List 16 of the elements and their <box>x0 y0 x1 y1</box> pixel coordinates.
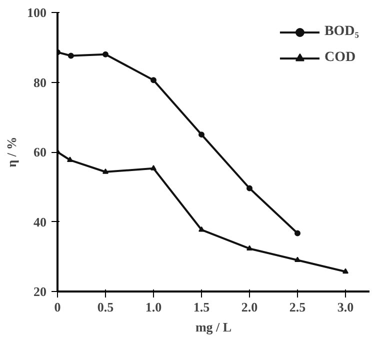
y-tick-label: 20 <box>34 284 46 299</box>
y-tick-label: 100 <box>27 5 46 20</box>
x-tick-label: 2.0 <box>241 300 258 314</box>
legend-label: BOD₅ <box>324 24 359 40</box>
y-tick-label: 60 <box>34 144 46 160</box>
x-tick-label: 0 <box>54 300 61 314</box>
x-tick-label: 1.5 <box>193 300 210 314</box>
x-tick-label: 1.0 <box>145 300 162 314</box>
x-tick-label: 0.5 <box>97 300 114 314</box>
x-tick-label: 3.0 <box>337 300 354 314</box>
x-tick-label: 2.5 <box>289 300 306 314</box>
legend-label: COD <box>324 50 356 66</box>
y-tick-label: 80 <box>34 74 46 90</box>
x-axis-title: mg / L <box>195 320 232 334</box>
y-axis-title: η / % <box>4 136 19 168</box>
y-tick-label: 40 <box>34 214 46 230</box>
